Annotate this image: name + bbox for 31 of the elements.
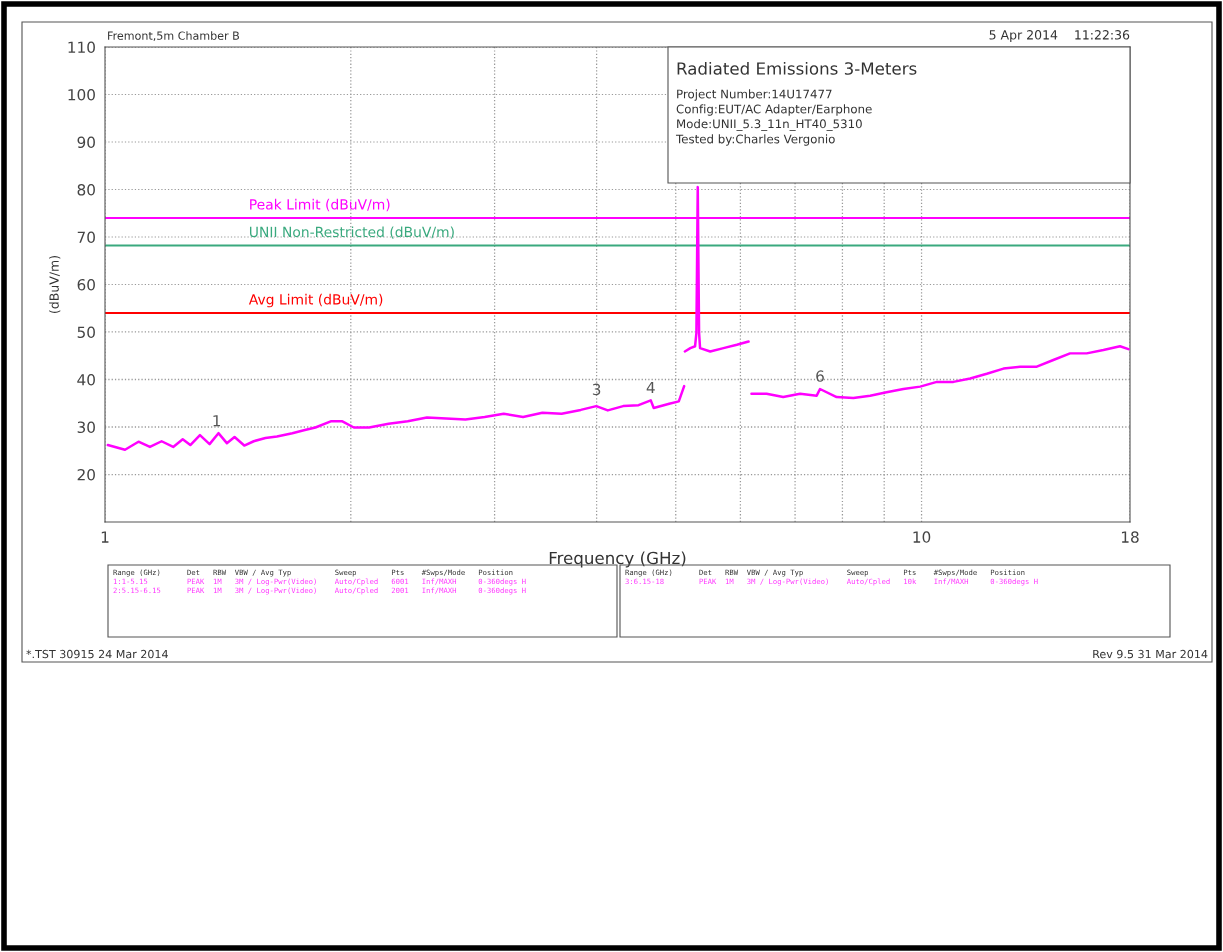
x-tick-label: 18 (1121, 531, 1139, 543)
y-tick-label: 110 (68, 41, 95, 54)
x-tick-label: 10 (913, 531, 931, 543)
y-axis-title: (dBuV/m) (49, 256, 61, 313)
ref-line-label: UNII Non-Restricted (dBuV/m) (249, 226, 454, 239)
text: *.TST 30915 24 Mar 2014 (26, 649, 168, 659)
text: Fremont,5m Chamber B (108, 31, 239, 41)
annotation: 1 (213, 415, 221, 427)
y-tick-label: 80 (77, 183, 95, 196)
x-tick-label: 1 (101, 531, 109, 543)
annotation: Config:EUT/AC Adapter/Earphone (676, 104, 872, 116)
x-axis-title: Frequency (GHz) (549, 551, 686, 568)
y-tick-label: 90 (77, 136, 95, 149)
y-tick-label: 50 (77, 326, 95, 339)
annotation: Tested by:Charles Vergonio (675, 134, 835, 146)
text: Radiated Emissions 3-Meters (677, 61, 917, 75)
ref-line-label: Avg Limit (dBuV/m) (248, 293, 383, 308)
ref-line-label: Peak Limit (dBuV/m) (250, 198, 390, 212)
y-tick-label: 40 (77, 373, 95, 386)
y-tick-label: 100 (68, 88, 95, 101)
text: 5 Apr 2014 11:22:36 (989, 30, 1130, 42)
y-tick-label: 20 (77, 468, 95, 481)
text: Rev 9.5 31 Mar 2014 (1093, 649, 1208, 659)
y-tick-label: 30 (77, 421, 95, 434)
y-tick-label: 60 (77, 278, 95, 291)
annotation: Project Number:14U17477 (677, 89, 832, 101)
y-tick-label: 70 (77, 231, 95, 244)
annotation: 6 (816, 370, 824, 382)
annotation: Mode:UNII_5.3_11n_HT40_5310 (677, 119, 862, 131)
annotation: 4 (646, 381, 655, 394)
annotation: 3 (592, 383, 601, 396)
